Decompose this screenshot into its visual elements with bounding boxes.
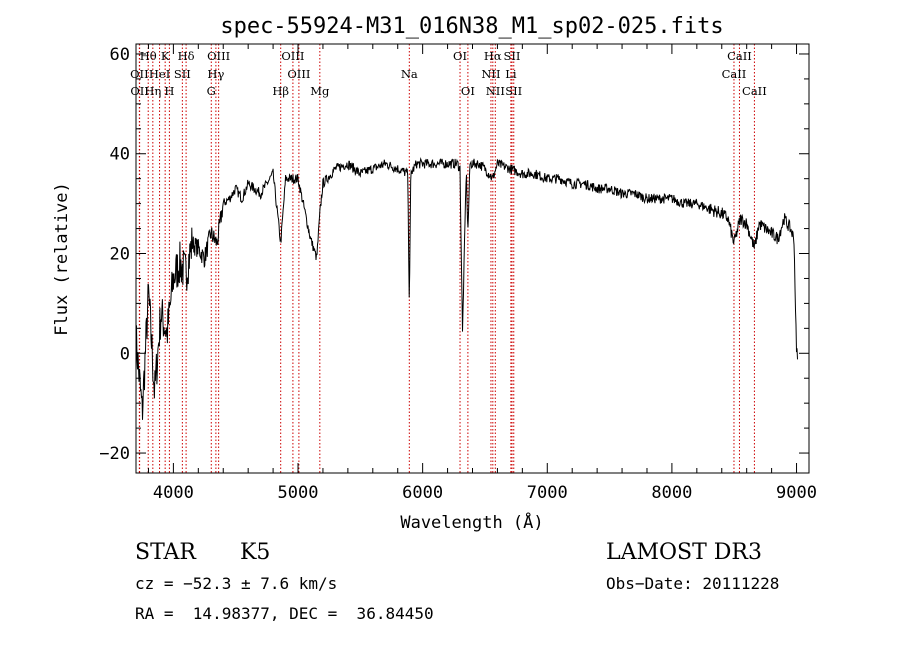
y-tick-label: 0	[120, 344, 130, 364]
line-label: Hδ	[178, 49, 195, 63]
line-label: CaII	[722, 67, 747, 81]
line-label: H	[164, 84, 174, 98]
line-label: Na	[401, 67, 418, 81]
survey-label: LAMOST DR3	[606, 540, 762, 565]
line-label: NII	[481, 67, 500, 81]
line-label: Hθ	[140, 49, 157, 63]
x-tick-label: 9000	[776, 483, 817, 503]
line-label: OI	[461, 84, 475, 98]
line-label: NII	[486, 84, 505, 98]
y-tick-label: 20	[110, 245, 130, 265]
y-tick-label: 60	[110, 45, 130, 65]
line-label: SII	[505, 84, 522, 98]
object-class: STAR	[135, 540, 196, 565]
line-label: Li	[505, 67, 517, 81]
x-tick-label: 8000	[651, 483, 692, 503]
x-tick-label: 5000	[278, 483, 319, 503]
line-label: Hγ	[207, 67, 224, 81]
line-label: CaII	[727, 49, 752, 63]
line-label: SII	[504, 49, 521, 63]
y-tick-label: 40	[110, 145, 130, 165]
line-markers	[138, 44, 755, 473]
x-tick-label: 4000	[153, 483, 194, 503]
line-label: OIII	[281, 49, 304, 63]
line-label: OII	[130, 67, 149, 81]
x-tick-label: 6000	[402, 483, 443, 503]
line-label: K	[161, 49, 170, 63]
line-label: OII	[130, 84, 149, 98]
x-axis: 4000 5000 6000 7000 8000 9000	[147, 44, 817, 503]
plot-frame	[135, 43, 810, 474]
coords-text: RA = 14.98377, DEC = 36.84450	[135, 604, 434, 623]
line-label: Mg	[310, 84, 330, 98]
object-subclass: K5	[240, 540, 271, 565]
chart-title: spec-55924-M31_016N38_M1_sp02-025.fits	[220, 14, 723, 39]
line-label: CaII	[742, 84, 767, 98]
redshift-text: cz = −52.3 ± 7.6 km/s	[135, 574, 338, 593]
x-tick-label: 7000	[527, 483, 568, 503]
line-label: OI	[453, 49, 467, 63]
spectrum-line	[135, 156, 798, 420]
spectrum-chart: spec-55924-M31_016N38_M1_sp02-025.fits H…	[52, 14, 817, 533]
line-label: OIII	[207, 49, 230, 63]
x-axis-label: Wavelength (Å)	[400, 511, 543, 533]
line-label: HeI	[149, 67, 170, 81]
line-label: Hη	[144, 84, 161, 98]
line-label: Hβ	[272, 84, 289, 98]
y-axis-label: Flux (relative)	[52, 182, 72, 336]
line-label: Hα	[484, 49, 502, 63]
obs-date-text: Obs−Date: 20111228	[606, 574, 780, 593]
y-tick-label: −20	[99, 444, 130, 464]
y-axis: −20 0 20 40 60	[99, 45, 809, 464]
line-label: SII	[174, 67, 191, 81]
line-label: OIII	[287, 67, 310, 81]
line-label: G	[207, 84, 216, 98]
